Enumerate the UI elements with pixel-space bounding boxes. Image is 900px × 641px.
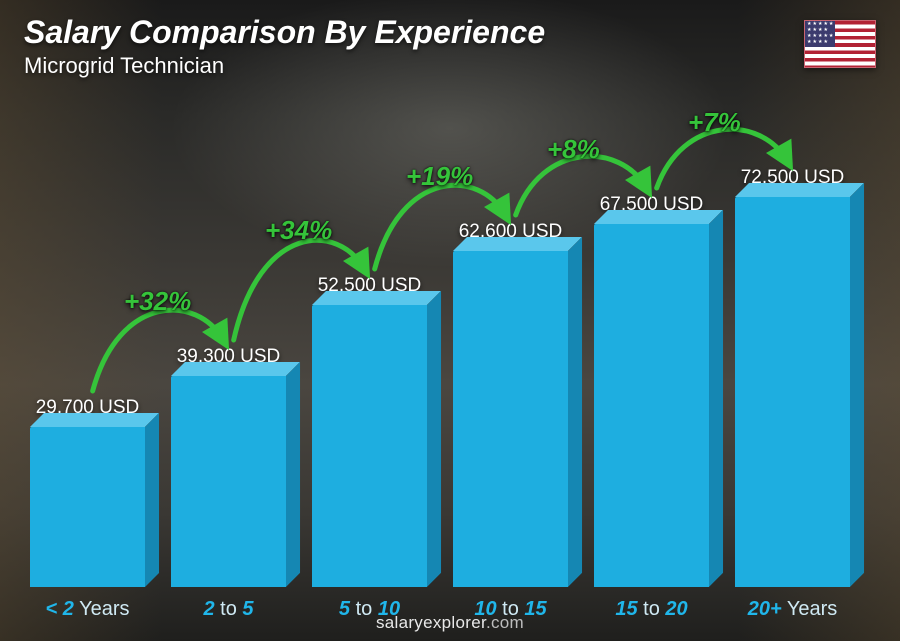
bar-column: 29,700 USD< 2 Years (30, 397, 145, 587)
bar-column: 62,600 USD10 to 15 (453, 221, 568, 587)
footer-brand: salaryexplorer.com (0, 613, 900, 633)
bar-column: 52,500 USD5 to 10 (312, 275, 427, 587)
bar-column: 67,500 USD15 to 20 (594, 194, 709, 587)
footer-brand-name: salaryexplorer (376, 613, 486, 632)
bar (312, 305, 427, 587)
chart-subtitle: Microgrid Technician (24, 53, 545, 79)
bar (594, 224, 709, 587)
bar-column: 39,300 USD2 to 5 (171, 346, 286, 587)
chart-container: Salary Comparison By Experience Microgri… (0, 0, 900, 641)
title-block: Salary Comparison By Experience Microgri… (24, 14, 545, 79)
bar-chart: 29,700 USD< 2 Years39,300 USD2 to 552,50… (30, 87, 850, 587)
bar (171, 376, 286, 587)
bar (453, 251, 568, 587)
bar (30, 427, 145, 587)
bar-column: 72,500 USD20+ Years (735, 167, 850, 587)
chart-title: Salary Comparison By Experience (24, 14, 545, 51)
flag-usa-icon (804, 20, 876, 68)
bar (735, 197, 850, 587)
footer-brand-tld: .com (486, 613, 524, 632)
